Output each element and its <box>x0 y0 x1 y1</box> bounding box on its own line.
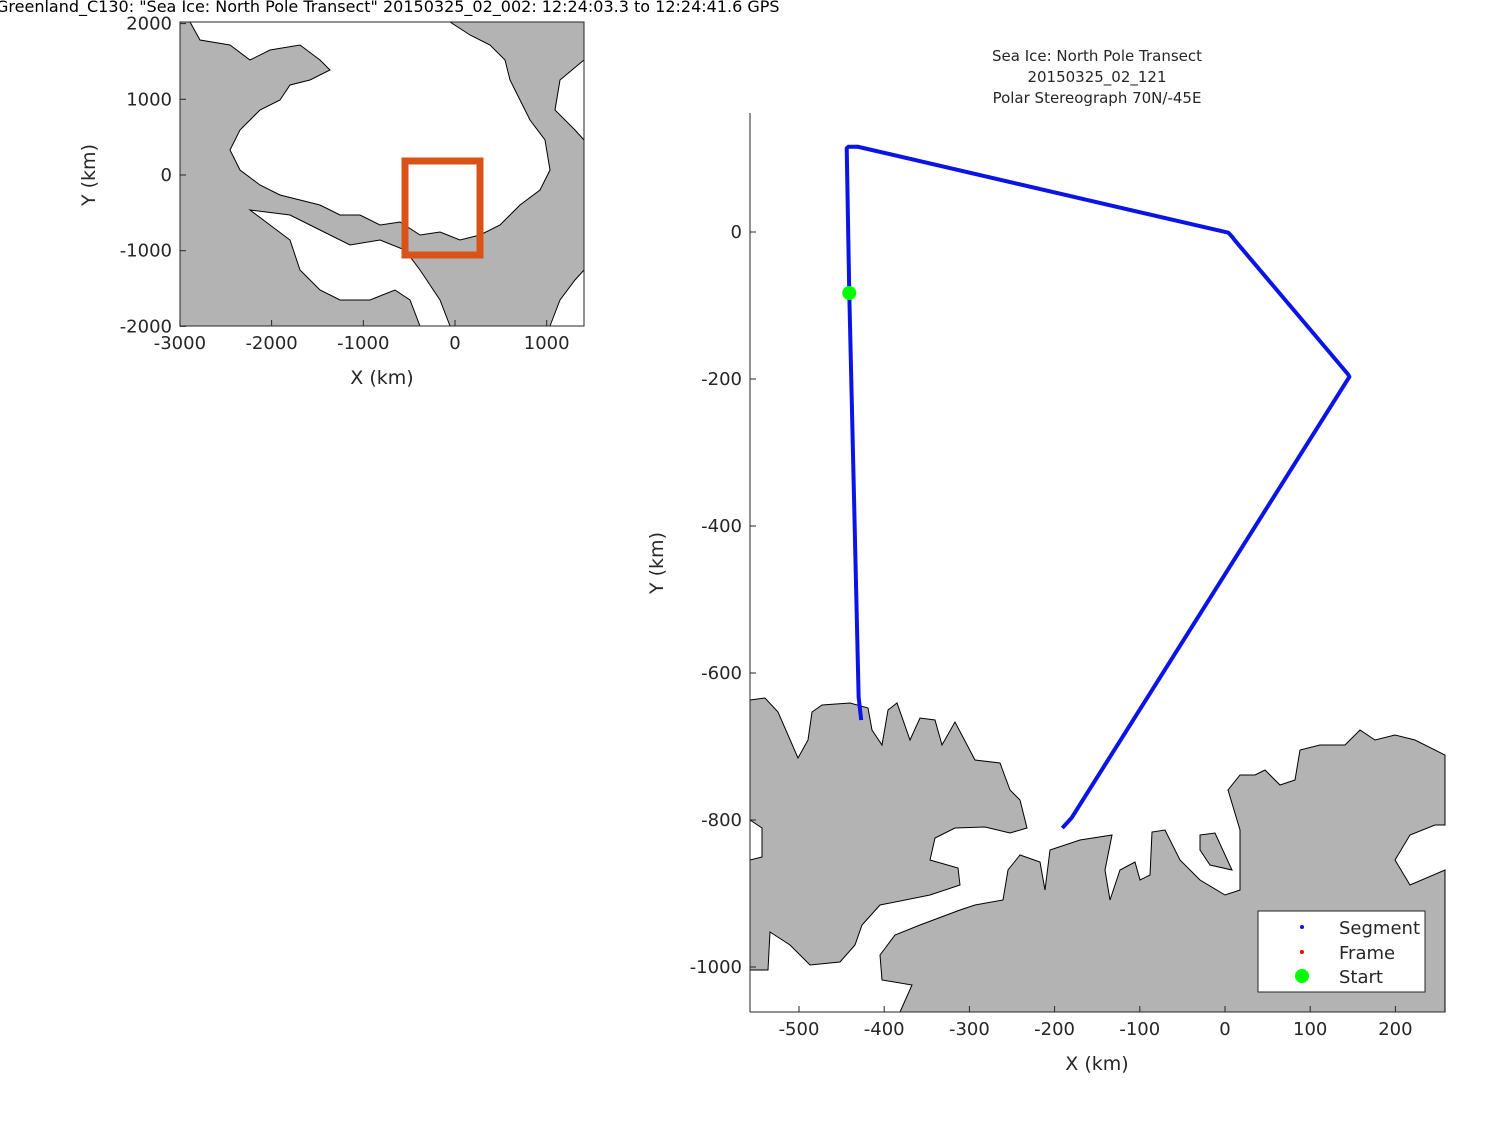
legend-start: Start <box>1339 967 1383 988</box>
x-tick-label: -100 <box>1119 1019 1160 1040</box>
y-tick-label: -1000 <box>120 241 172 262</box>
main-xlabel: X (km) <box>1065 1053 1128 1075</box>
inset-ylabel: Y (km) <box>78 144 100 207</box>
y-tick-label: -800 <box>701 810 742 831</box>
x-tick-label: 200 <box>1378 1019 1412 1040</box>
legend-segment: Segment <box>1339 918 1420 939</box>
y-tick-label: -1000 <box>690 957 742 978</box>
y-tick-label: 0 <box>161 165 172 186</box>
y-tick-label: 1000 <box>126 89 172 110</box>
legend-frame-marker <box>1300 950 1304 954</box>
y-tick-label: -600 <box>701 663 742 684</box>
x-tick-label: 0 <box>449 333 460 354</box>
main-title-line-2: 20150325_02_121 <box>1027 68 1166 87</box>
figure-title: Greenland_C130: "Sea Ice: North Pole Tra… <box>0 0 780 16</box>
y-tick-label: 2000 <box>126 14 172 35</box>
legend-segment-marker <box>1300 925 1304 929</box>
main-title-line-1: Sea Ice: North Pole Transect <box>992 47 1202 65</box>
x-tick-label: -200 <box>1034 1019 1075 1040</box>
legend: Segment Frame Start <box>1257 910 1426 993</box>
inset-xlabel: X (km) <box>350 367 413 389</box>
y-tick-label: -400 <box>701 516 742 537</box>
land-west <box>749 697 1028 971</box>
main-map: Sea Ice: North Pole Transect 20150325_02… <box>646 47 1446 1075</box>
main-ylabel: Y (km) <box>646 532 668 595</box>
x-tick-label: -400 <box>864 1019 905 1040</box>
x-tick-label: -500 <box>779 1019 820 1040</box>
y-tick-label: -200 <box>701 369 742 390</box>
legend-start-marker <box>1295 969 1309 983</box>
x-tick-label: -2000 <box>245 333 297 354</box>
x-tick-label: 0 <box>1219 1019 1230 1040</box>
x-tick-label: -3000 <box>154 333 206 354</box>
x-tick-label: 100 <box>1293 1019 1327 1040</box>
y-tick-label: 0 <box>731 222 742 243</box>
x-tick-label: 1000 <box>524 333 570 354</box>
inset-map: -3000 -2000 -1000 0 1000200010000-1000-2000 … <box>78 14 585 389</box>
legend-frame: Frame <box>1339 943 1395 964</box>
inset-ocean <box>189 21 551 241</box>
inset-highlight-box <box>401 157 484 259</box>
start-marker <box>842 286 857 301</box>
main-title-line-3: Polar Stereograph 70N/-45E <box>993 89 1202 107</box>
island <box>1199 832 1233 871</box>
x-tick-label: -1000 <box>337 333 389 354</box>
y-tick-label: -2000 <box>120 316 172 337</box>
x-tick-label: -300 <box>949 1019 990 1040</box>
